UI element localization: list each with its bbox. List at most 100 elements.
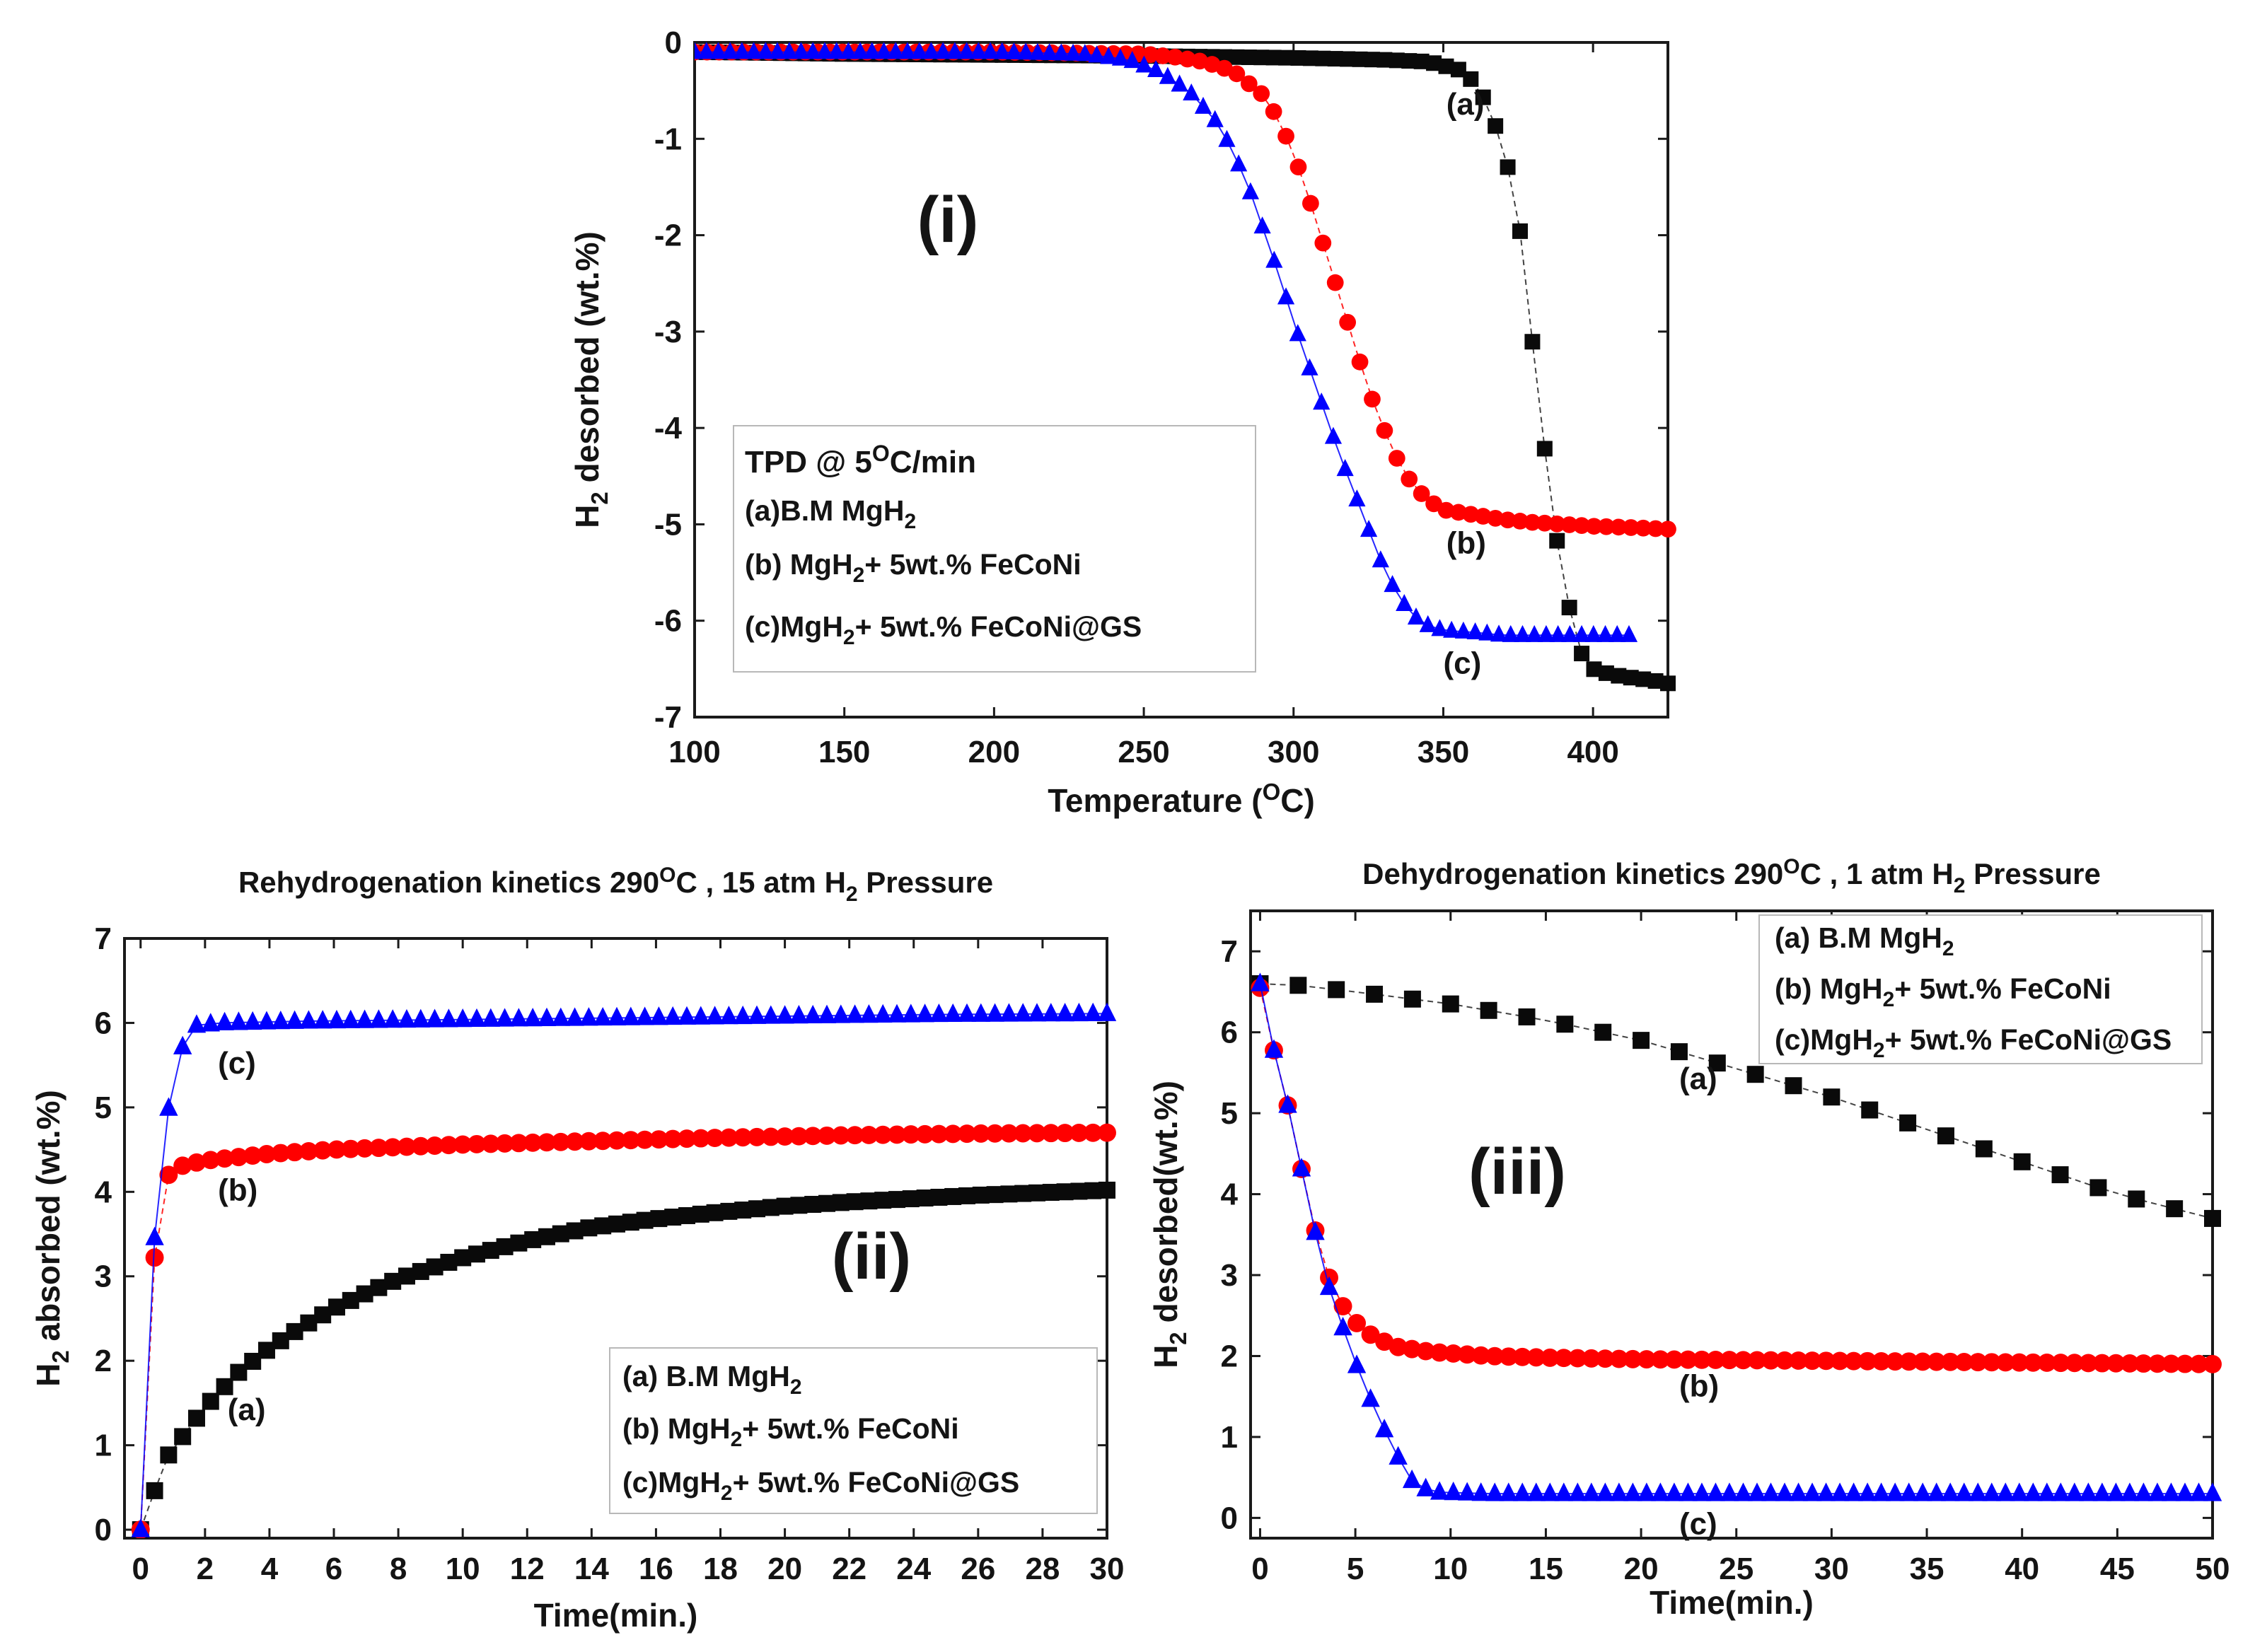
panel-label: (ii) — [832, 1221, 911, 1293]
y-tick-label: 6 — [1221, 1016, 1238, 1050]
panel-label: (iii) — [1468, 1136, 1566, 1208]
data-point — [1372, 550, 1389, 568]
data-point — [901, 1004, 920, 1023]
y-tick-label: -5 — [654, 507, 682, 542]
data-point — [1216, 49, 1232, 65]
legend: TPD @ 5O​C/min (a)B.M MgH2​ (b) MgH2​+ 5wt… — [733, 425, 1256, 673]
data-point — [285, 1143, 304, 1162]
data-point — [1623, 1482, 1642, 1501]
data-point — [425, 1136, 444, 1155]
data-point — [1785, 1077, 1802, 1095]
data-point — [2092, 1354, 2111, 1373]
data-point — [2065, 1354, 2084, 1373]
data-point — [229, 1148, 248, 1167]
data-point — [733, 42, 750, 59]
x-axis-label: Time(min.) — [534, 1597, 698, 1634]
data-point — [159, 1165, 178, 1185]
data-point — [1241, 49, 1257, 65]
data-point — [1620, 624, 1638, 642]
data-point — [2051, 1482, 2070, 1501]
data-point — [1913, 1352, 1932, 1371]
y-axis: 0 1 2 3 4 5 6 7 — [1221, 934, 2213, 1535]
data-point — [1844, 1351, 1863, 1371]
data-point — [1253, 85, 1270, 103]
data-point — [1512, 513, 1529, 530]
data-point — [1761, 1482, 1780, 1501]
data-point — [1241, 182, 1259, 199]
y-tick-label: 0 — [95, 1513, 112, 1547]
data-point — [719, 1006, 738, 1025]
data-point — [2013, 1153, 2031, 1170]
data-point — [285, 1010, 304, 1029]
data-point — [1488, 118, 1504, 134]
data-point — [1328, 981, 1345, 999]
data-point — [1789, 1351, 1808, 1370]
data-point — [1474, 508, 1492, 525]
data-point — [1375, 1332, 1394, 1351]
data-point — [1816, 1482, 1836, 1501]
data-point — [1647, 673, 1664, 689]
data-point — [1055, 1002, 1074, 1022]
data-point — [635, 1006, 654, 1025]
data-point — [705, 1129, 724, 1148]
data-point — [216, 1378, 233, 1395]
chart-title: Rehydrogenation kinetics 290O​C , 15 atm… — [238, 863, 993, 906]
data-point — [2024, 1482, 2043, 1501]
data-point — [481, 1008, 500, 1027]
data-point — [845, 1126, 864, 1145]
data-point — [1536, 441, 1553, 457]
chart-title: Dehydrogenation kinetics 290O​C , 1 atm … — [1362, 855, 2101, 897]
data-point — [243, 1146, 262, 1165]
data-point — [1596, 624, 1614, 642]
data-point — [2166, 1200, 2184, 1218]
x-tick-label: 5 — [1347, 1552, 1364, 1586]
data-point — [1561, 624, 1579, 642]
data-point — [1278, 50, 1294, 66]
data-point — [958, 1124, 976, 1144]
data-point — [1361, 1325, 1380, 1344]
data-point — [327, 1140, 346, 1159]
data-point — [1775, 1351, 1794, 1370]
data-point — [1302, 50, 1318, 66]
data-point — [1040, 42, 1058, 61]
data-point — [425, 1008, 444, 1028]
data-point — [523, 1007, 543, 1027]
data-point — [1351, 353, 1369, 371]
data-point — [299, 1141, 318, 1161]
data-point — [1069, 1124, 1089, 1142]
data-point — [1166, 48, 1184, 66]
data-point — [985, 1003, 1004, 1022]
data-point — [1028, 1124, 1046, 1143]
data-point — [551, 1007, 570, 1026]
data-point — [1327, 51, 1343, 67]
data-point — [313, 1141, 332, 1160]
data-point — [2189, 1482, 2208, 1501]
data-point — [1253, 216, 1271, 234]
y-axis-label: H2​ desorbed(wt.%) — [1147, 1081, 1191, 1368]
data-point — [159, 1097, 178, 1116]
x-tick-label: 100 — [668, 735, 720, 769]
data-point — [1313, 392, 1331, 410]
data-point — [2092, 1482, 2112, 1501]
data-point — [1348, 489, 1366, 507]
x-tick-label: 40 — [2005, 1552, 2039, 1586]
data-point — [1518, 1008, 1536, 1025]
data-point — [2037, 1353, 2056, 1372]
x-tick-label: 14 — [574, 1552, 609, 1586]
data-point — [271, 1144, 290, 1163]
data-point — [2051, 1354, 2070, 1373]
data-point — [1761, 1351, 1780, 1370]
data-point — [1582, 1349, 1601, 1368]
data-point — [579, 1132, 598, 1151]
data-point — [1431, 619, 1449, 636]
data-point — [202, 1392, 219, 1410]
data-point — [1623, 1349, 1642, 1368]
data-point — [1885, 1482, 1905, 1501]
data-point — [845, 1004, 864, 1023]
x-tick-label: 150 — [818, 735, 870, 769]
data-point — [1748, 1351, 1766, 1370]
data-point — [145, 1248, 164, 1267]
data-point — [2037, 1482, 2057, 1501]
data-point — [1478, 623, 1496, 641]
